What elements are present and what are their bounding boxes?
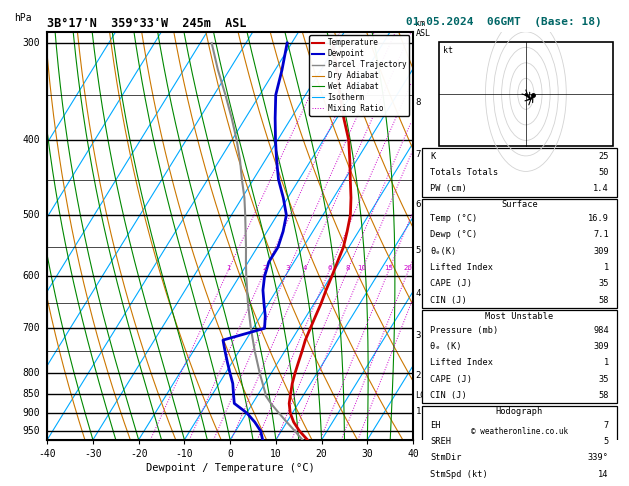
Text: EH: EH — [430, 421, 441, 430]
Text: Most Unstable: Most Unstable — [486, 312, 554, 321]
Text: θₑ (K): θₑ (K) — [430, 342, 462, 351]
Text: Surface: Surface — [501, 200, 538, 209]
Text: StmDir: StmDir — [430, 453, 462, 462]
Text: 10: 10 — [357, 265, 366, 271]
Text: Temp (°C): Temp (°C) — [430, 214, 477, 223]
Text: 309: 309 — [593, 247, 609, 256]
Text: 20: 20 — [404, 265, 413, 271]
FancyBboxPatch shape — [421, 148, 617, 197]
Text: 700: 700 — [23, 323, 40, 333]
Text: 400: 400 — [23, 135, 40, 145]
Text: 1: 1 — [604, 263, 609, 272]
Text: 58: 58 — [598, 391, 609, 400]
Text: km
ASL: km ASL — [415, 19, 430, 38]
Text: CAPE (J): CAPE (J) — [430, 279, 472, 288]
Text: 1: 1 — [226, 265, 230, 271]
Text: 600: 600 — [23, 271, 40, 281]
Text: Mixing Ratio (g/kg): Mixing Ratio (g/kg) — [429, 200, 438, 295]
Text: θₑ(K): θₑ(K) — [430, 247, 457, 256]
Text: hPa: hPa — [14, 14, 32, 23]
Text: CAPE (J): CAPE (J) — [430, 375, 472, 383]
Text: 850: 850 — [23, 389, 40, 399]
Text: 6: 6 — [415, 200, 421, 208]
Legend: Temperature, Dewpoint, Parcel Trajectory, Dry Adiabat, Wet Adiabat, Isotherm, Mi: Temperature, Dewpoint, Parcel Trajectory… — [309, 35, 409, 116]
Text: 950: 950 — [23, 426, 40, 436]
Text: 2: 2 — [415, 371, 421, 380]
Text: 16.9: 16.9 — [588, 214, 609, 223]
FancyBboxPatch shape — [421, 405, 617, 482]
Text: SREH: SREH — [430, 437, 451, 446]
Text: 5: 5 — [604, 437, 609, 446]
Text: CIN (J): CIN (J) — [430, 391, 467, 400]
Text: 25: 25 — [598, 152, 609, 160]
Text: StmSpd (kt): StmSpd (kt) — [430, 469, 488, 479]
Text: 4: 4 — [415, 289, 421, 298]
Text: 3: 3 — [415, 331, 421, 340]
Text: 1: 1 — [415, 406, 421, 416]
Text: 7: 7 — [604, 421, 609, 430]
Text: 1.4: 1.4 — [593, 184, 609, 193]
Text: 3B°17'N  359°33'W  245m  ASL: 3B°17'N 359°33'W 245m ASL — [47, 17, 247, 31]
Text: 4: 4 — [303, 265, 307, 271]
Text: 3: 3 — [286, 265, 290, 271]
Text: 339°: 339° — [588, 453, 609, 462]
Text: Lifted Index: Lifted Index — [430, 358, 493, 367]
Text: 2: 2 — [263, 265, 267, 271]
Text: 309: 309 — [593, 342, 609, 351]
Text: CIN (J): CIN (J) — [430, 295, 467, 305]
Text: 984: 984 — [593, 326, 609, 334]
Text: 8: 8 — [345, 265, 350, 271]
Text: 14: 14 — [598, 469, 609, 479]
Text: 900: 900 — [23, 408, 40, 418]
Text: 7: 7 — [415, 150, 421, 159]
Text: Lifted Index: Lifted Index — [430, 263, 493, 272]
FancyBboxPatch shape — [421, 199, 617, 309]
Text: 5: 5 — [415, 246, 421, 255]
Text: 300: 300 — [23, 38, 40, 48]
Text: 01.05.2024  06GMT  (Base: 18): 01.05.2024 06GMT (Base: 18) — [406, 17, 601, 27]
FancyBboxPatch shape — [438, 42, 613, 146]
Text: © weatheronline.co.uk: © weatheronline.co.uk — [471, 427, 568, 436]
Text: K: K — [430, 152, 435, 160]
Text: PW (cm): PW (cm) — [430, 184, 467, 193]
Text: Dewp (°C): Dewp (°C) — [430, 230, 477, 240]
Text: 8: 8 — [415, 98, 421, 107]
Text: LCL: LCL — [415, 391, 430, 400]
Text: 800: 800 — [23, 368, 40, 378]
X-axis label: Dewpoint / Temperature (°C): Dewpoint / Temperature (°C) — [146, 463, 314, 473]
Text: 500: 500 — [23, 210, 40, 220]
Text: 1: 1 — [604, 358, 609, 367]
Text: Hodograph: Hodograph — [496, 407, 543, 416]
Text: 50: 50 — [598, 168, 609, 177]
Text: 15: 15 — [384, 265, 393, 271]
Text: Pressure (mb): Pressure (mb) — [430, 326, 498, 334]
Text: Totals Totals: Totals Totals — [430, 168, 498, 177]
Text: 35: 35 — [598, 279, 609, 288]
FancyBboxPatch shape — [421, 311, 617, 403]
Text: 35: 35 — [598, 375, 609, 383]
Text: 58: 58 — [598, 295, 609, 305]
Text: kt: kt — [443, 46, 453, 55]
Text: 6: 6 — [327, 265, 331, 271]
Text: 7.1: 7.1 — [593, 230, 609, 240]
